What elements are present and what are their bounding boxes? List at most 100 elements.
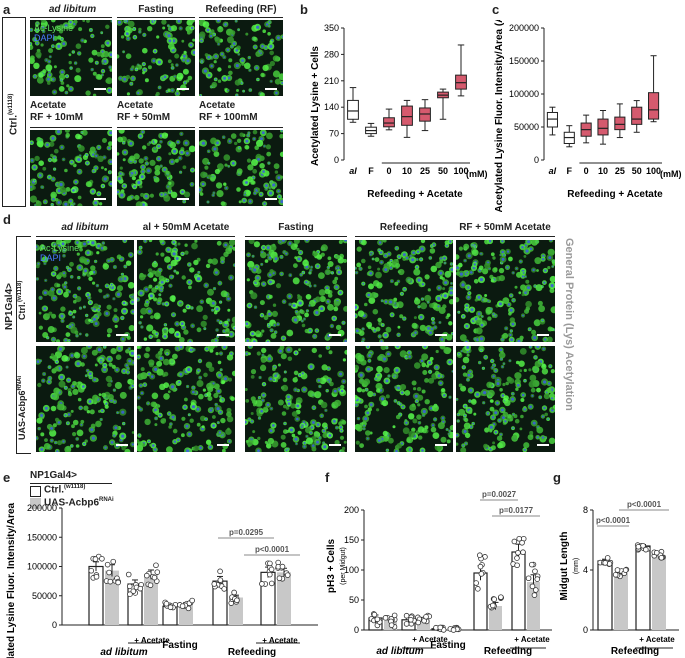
- scale-bar: [435, 444, 447, 446]
- chart-e-point: [147, 582, 154, 589]
- chart-f-ylabel-sub: (per Midgut): [340, 547, 347, 585]
- chart-c-xtick-label: 25: [615, 166, 625, 176]
- chart-c-box: [614, 116, 626, 131]
- panel-a-row2-line-3: [199, 127, 283, 128]
- chart-e-ytick-label: 150000: [27, 532, 57, 542]
- scale-bar: [116, 334, 128, 336]
- chart-g-point: [622, 567, 629, 573]
- chart-f-bar: [489, 606, 502, 630]
- scale-bar: [537, 444, 549, 446]
- chart-e-point: [93, 573, 100, 580]
- scale-bar: [329, 334, 341, 336]
- chart-e-ylabel: Acetylated Lysine Fluor. Intensity/Area …: [6, 500, 17, 658]
- chart-b-box: [401, 105, 413, 126]
- chart-b-xtick-label: 10: [402, 166, 412, 176]
- chart-c: 0 50000 100000 150000 200000 al F 0 10 25 50 100 Ac…: [494, 20, 682, 212]
- panel-d-right-label: General Protein (Lys) Acetylation: [563, 238, 575, 411]
- panel-letter-e: e: [3, 470, 11, 485]
- chart-c-xtick-label: 50: [632, 166, 642, 176]
- chart-f-point: [388, 622, 395, 628]
- scale-bar: [116, 444, 128, 446]
- chart-e-acetate-label: + Acetate: [262, 636, 298, 645]
- chart-f-point: [382, 615, 389, 621]
- chart-f-ylabel: pH3 + Cells: [326, 538, 337, 593]
- chart-f-point: [450, 627, 457, 633]
- micrograph-a-fasting: [117, 20, 195, 96]
- scale-bar: [94, 198, 106, 200]
- chart-e-point: [231, 589, 237, 596]
- chart-e-point: [151, 574, 158, 581]
- panel-d-col-header-4: Refeeding: [379, 222, 429, 233]
- chart-b-xtick-label: 25: [420, 166, 430, 176]
- chart-c-box: [631, 106, 643, 125]
- micrograph-d-rnai-fasting: [245, 346, 347, 452]
- chart-e-group-label: Fasting: [162, 640, 198, 651]
- chart-e-ytick-label: 50000: [32, 591, 57, 601]
- panel-d-side-frame: [16, 236, 31, 454]
- chart-e-point: [153, 562, 159, 569]
- panel-a-col-line-3: [199, 17, 283, 18]
- chart-e-point: [267, 560, 273, 567]
- chart-e-point: [127, 591, 133, 598]
- chart-b-xtick-label: 100: [453, 166, 468, 176]
- chart-e-point: [154, 569, 161, 575]
- chart-f-point: [516, 535, 523, 542]
- chart-e-point: [211, 581, 218, 587]
- micrograph-a-rf-100mm: [199, 130, 283, 206]
- panel-d-col-header-3: Fasting: [278, 222, 314, 233]
- scale-bar: [265, 88, 277, 90]
- scale-bar: [329, 444, 341, 446]
- chart-e-point: [179, 603, 186, 609]
- chart-g-group-label: Refeeding: [611, 646, 659, 657]
- chart-g-pvalue-label: p<0.0001: [627, 500, 662, 509]
- panel-a-row2-header-3: Acetate RF + 100mM: [199, 100, 258, 123]
- micrograph-d-ctrl-fasting: [245, 240, 347, 342]
- chart-g-point: [643, 546, 649, 553]
- legend-label-rnai: UAS-Acbp6RNAi: [44, 497, 114, 509]
- chart-e-point: [189, 597, 195, 604]
- chart-b-ytick-label: 350: [324, 23, 339, 33]
- chart-b-ytick-label: 70: [329, 129, 339, 139]
- chart-e-bar: [105, 570, 119, 625]
- chart-e-point: [268, 580, 275, 587]
- chart-c-ytick-label: 150000: [509, 56, 539, 66]
- panel-letter-g: g: [553, 470, 561, 485]
- chart-c-group-label: Refeeding + Acetate: [567, 189, 663, 200]
- chart-f-point: [520, 549, 526, 556]
- chart-f-point: [374, 616, 381, 623]
- panel-e-genotype-line: [30, 483, 112, 484]
- scale-bar: [217, 444, 229, 446]
- chart-g-point: [653, 549, 660, 556]
- chart-f-point: [403, 612, 410, 619]
- chart-f-point: [519, 539, 525, 546]
- micrograph-d-ctrl-refeeding: [355, 240, 453, 342]
- chart-e-point: [126, 583, 133, 590]
- chart-c-box: [648, 92, 660, 120]
- chart-e-ytick-label: 100000: [27, 562, 57, 572]
- chart-f-point: [478, 571, 485, 577]
- micrograph-d-rnai-refeeding: [355, 346, 453, 452]
- chart-e-point: [259, 581, 265, 587]
- panel-letter-a: a: [3, 2, 11, 17]
- panel-d-col-line-3: [355, 236, 555, 237]
- chart-g-bar: [652, 555, 666, 630]
- chart-f-point: [532, 568, 538, 575]
- chart-e-group-label: Refeeding: [228, 647, 276, 658]
- panel-d-col-header-1: ad libitum: [61, 222, 109, 233]
- chart-c-xtick-label: 10: [598, 166, 608, 176]
- panel-d-genotype-label: NP1Gal4>: [4, 283, 15, 330]
- panel-d-col-line-2: [245, 236, 347, 237]
- chart-c-ylabel: Acetylated Lysine Fluor. Intensity/Area …: [494, 20, 505, 212]
- scale-bar: [177, 198, 189, 200]
- chart-c-ytick-label: 200000: [509, 23, 539, 33]
- chart-b-box: [383, 117, 395, 128]
- panel-letter-f: f: [325, 470, 330, 485]
- scale-bar: [94, 88, 106, 90]
- scale-bar: [177, 88, 189, 90]
- scale-bar: [537, 334, 549, 336]
- micrograph-d-rnai-rf-acetate: [456, 346, 555, 452]
- chart-f-point: [473, 580, 479, 586]
- chart-e-point: [217, 568, 223, 575]
- chart-f-acetate-label: + Acetate: [412, 635, 448, 644]
- chart-e-point: [104, 561, 111, 568]
